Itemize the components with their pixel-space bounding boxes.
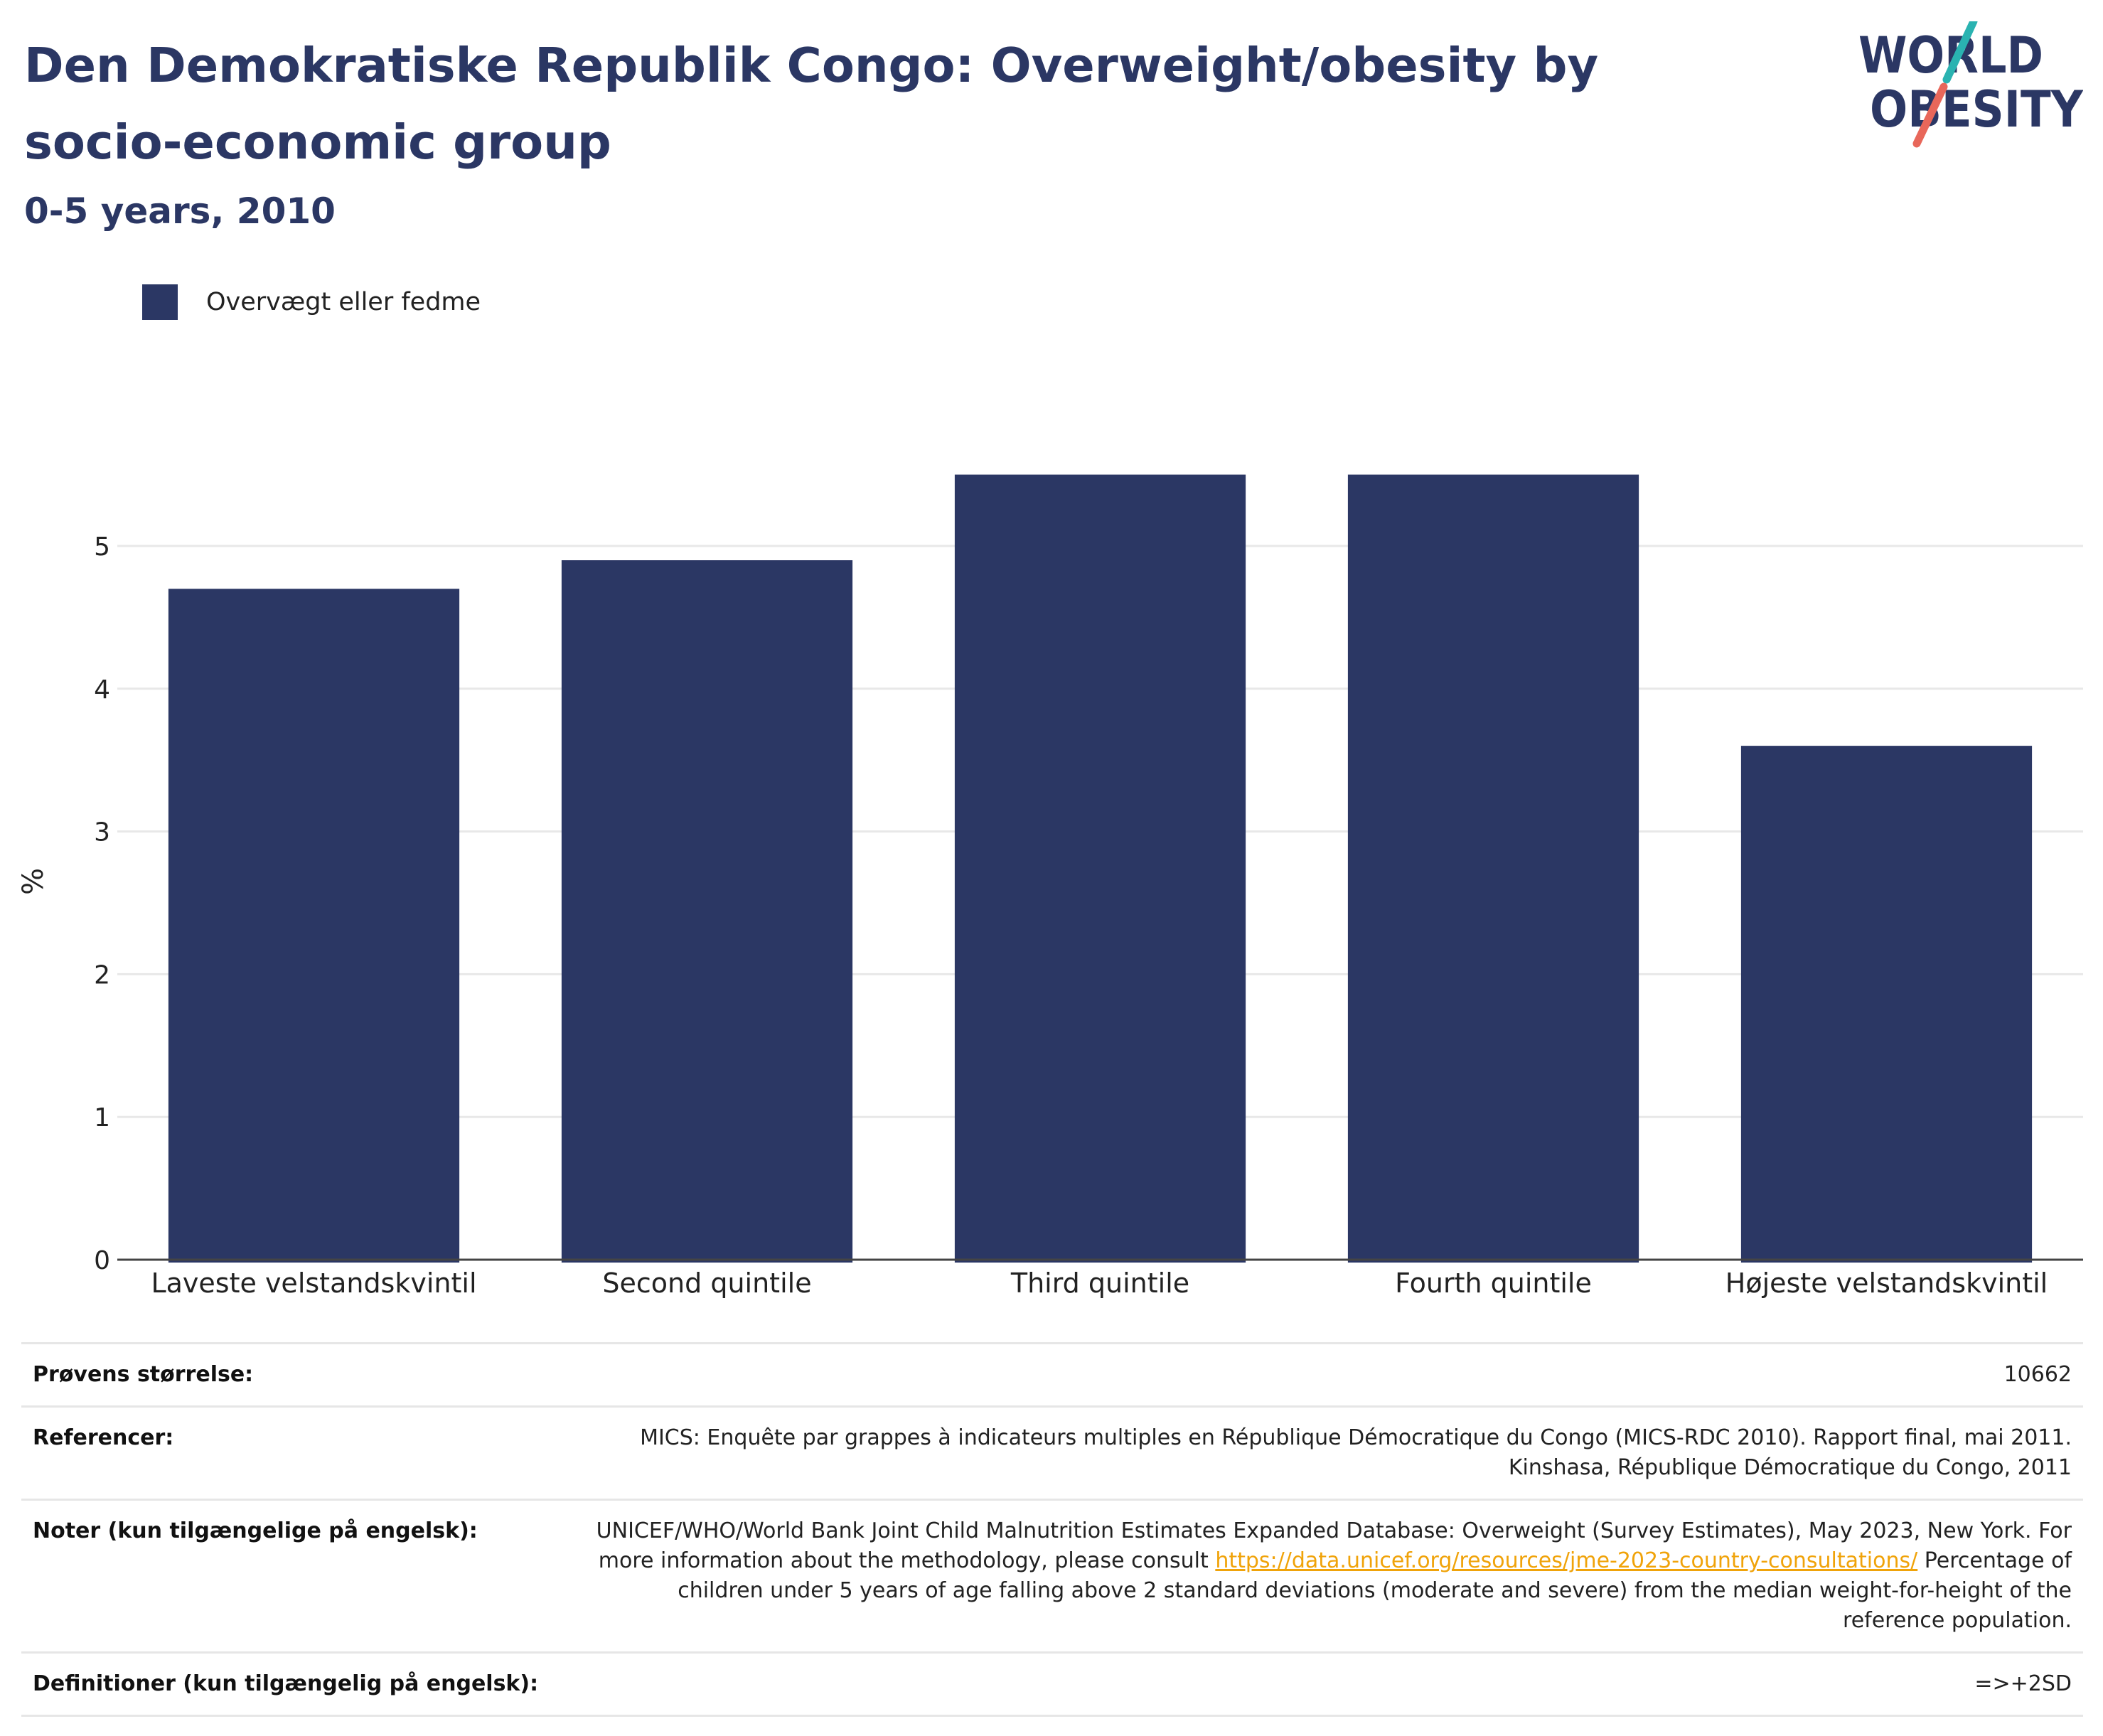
legend-swatch[interactable] xyxy=(142,284,178,320)
y-axis-label: % xyxy=(17,868,50,895)
bar[interactable] xyxy=(1347,474,1639,1263)
info-row-definitions: Definitioner (kun tilgængelig på engelsk… xyxy=(21,1651,2083,1717)
chart-subtitle: 0-5 years, 2010 xyxy=(24,191,336,232)
x-tick-label: Fourth quintile xyxy=(1395,1268,1592,1299)
info-row-sample-size: Prøvens størrelse: 10662 xyxy=(21,1342,2083,1408)
notes-text-after: Percentage of children under 5 years of … xyxy=(678,1548,2072,1633)
y-tick-label: 0 xyxy=(94,1246,110,1275)
chart-title: Den Demokratiske Republik Congo: Overwei… xyxy=(24,38,1599,170)
logo-slash-bottom-icon xyxy=(1912,82,1948,148)
x-tick-label: Second quintile xyxy=(602,1268,811,1299)
axes: 0 1 2 3 4 5 Laveste velstandskvintil Second qui… xyxy=(94,532,2083,1299)
y-tick-label: 1 xyxy=(94,1103,110,1132)
references-value: MICS: Enquête par grappes à indicateurs … xyxy=(584,1405,2083,1501)
chart-legend: Overvægt eller fedme xyxy=(142,283,481,321)
logo-line2: OBESITY xyxy=(1870,80,2083,139)
notes-value: UNICEF/WHO/World Bank Joint Child Malnut… xyxy=(584,1499,2083,1654)
info-row-notes: Noter (kun tilgængelige på engelsk): UNI… xyxy=(21,1499,2083,1654)
x-tick-label: Laveste velstandskvintil xyxy=(151,1268,476,1299)
references-label: Referencer: xyxy=(21,1405,584,1501)
y-tick-label: 5 xyxy=(94,532,110,562)
bar-chart: 0 1 2 3 4 5 Laveste velstandskvintil Second qui… xyxy=(17,474,2083,1299)
sample-size-label: Prøvens størrelse: xyxy=(21,1342,584,1408)
y-tick-label: 2 xyxy=(94,960,110,990)
bar[interactable] xyxy=(561,560,853,1263)
legend-label[interactable]: Overvægt eller fedme xyxy=(206,288,481,316)
notes-link[interactable]: https://data.unicef.org/resources/jme-20… xyxy=(1215,1548,1918,1573)
notes-label: Noter (kun tilgængelige på engelsk): xyxy=(21,1499,584,1654)
bar[interactable] xyxy=(1740,746,2033,1263)
definitions-value: =>+2SD xyxy=(584,1651,2083,1717)
bars xyxy=(168,474,2033,1263)
info-row-references: Referencer: MICS: Enquête par grappes à … xyxy=(21,1405,2083,1501)
bar[interactable] xyxy=(168,589,460,1263)
definitions-label: Definitioner (kun tilgængelig på engelsk… xyxy=(21,1651,584,1717)
bar[interactable] xyxy=(954,474,1246,1263)
x-tick-label: Third quintile xyxy=(1010,1268,1189,1299)
world-obesity-logo: WORLD OBESITY xyxy=(1858,21,2083,148)
y-tick-label: 3 xyxy=(94,818,110,847)
x-tick-label: Højeste velstandskvintil xyxy=(1725,1268,2048,1299)
logo-slash-top-icon xyxy=(1942,21,1978,84)
y-tick-label: 4 xyxy=(94,675,110,704)
notes-text-before: UNICEF/WHO/World Bank Joint Child Malnut… xyxy=(596,1518,2072,1573)
info-table: Prøvens størrelse: 10662 Referencer: MIC… xyxy=(21,1342,2083,1717)
sample-size-value: 10662 xyxy=(584,1342,2083,1408)
